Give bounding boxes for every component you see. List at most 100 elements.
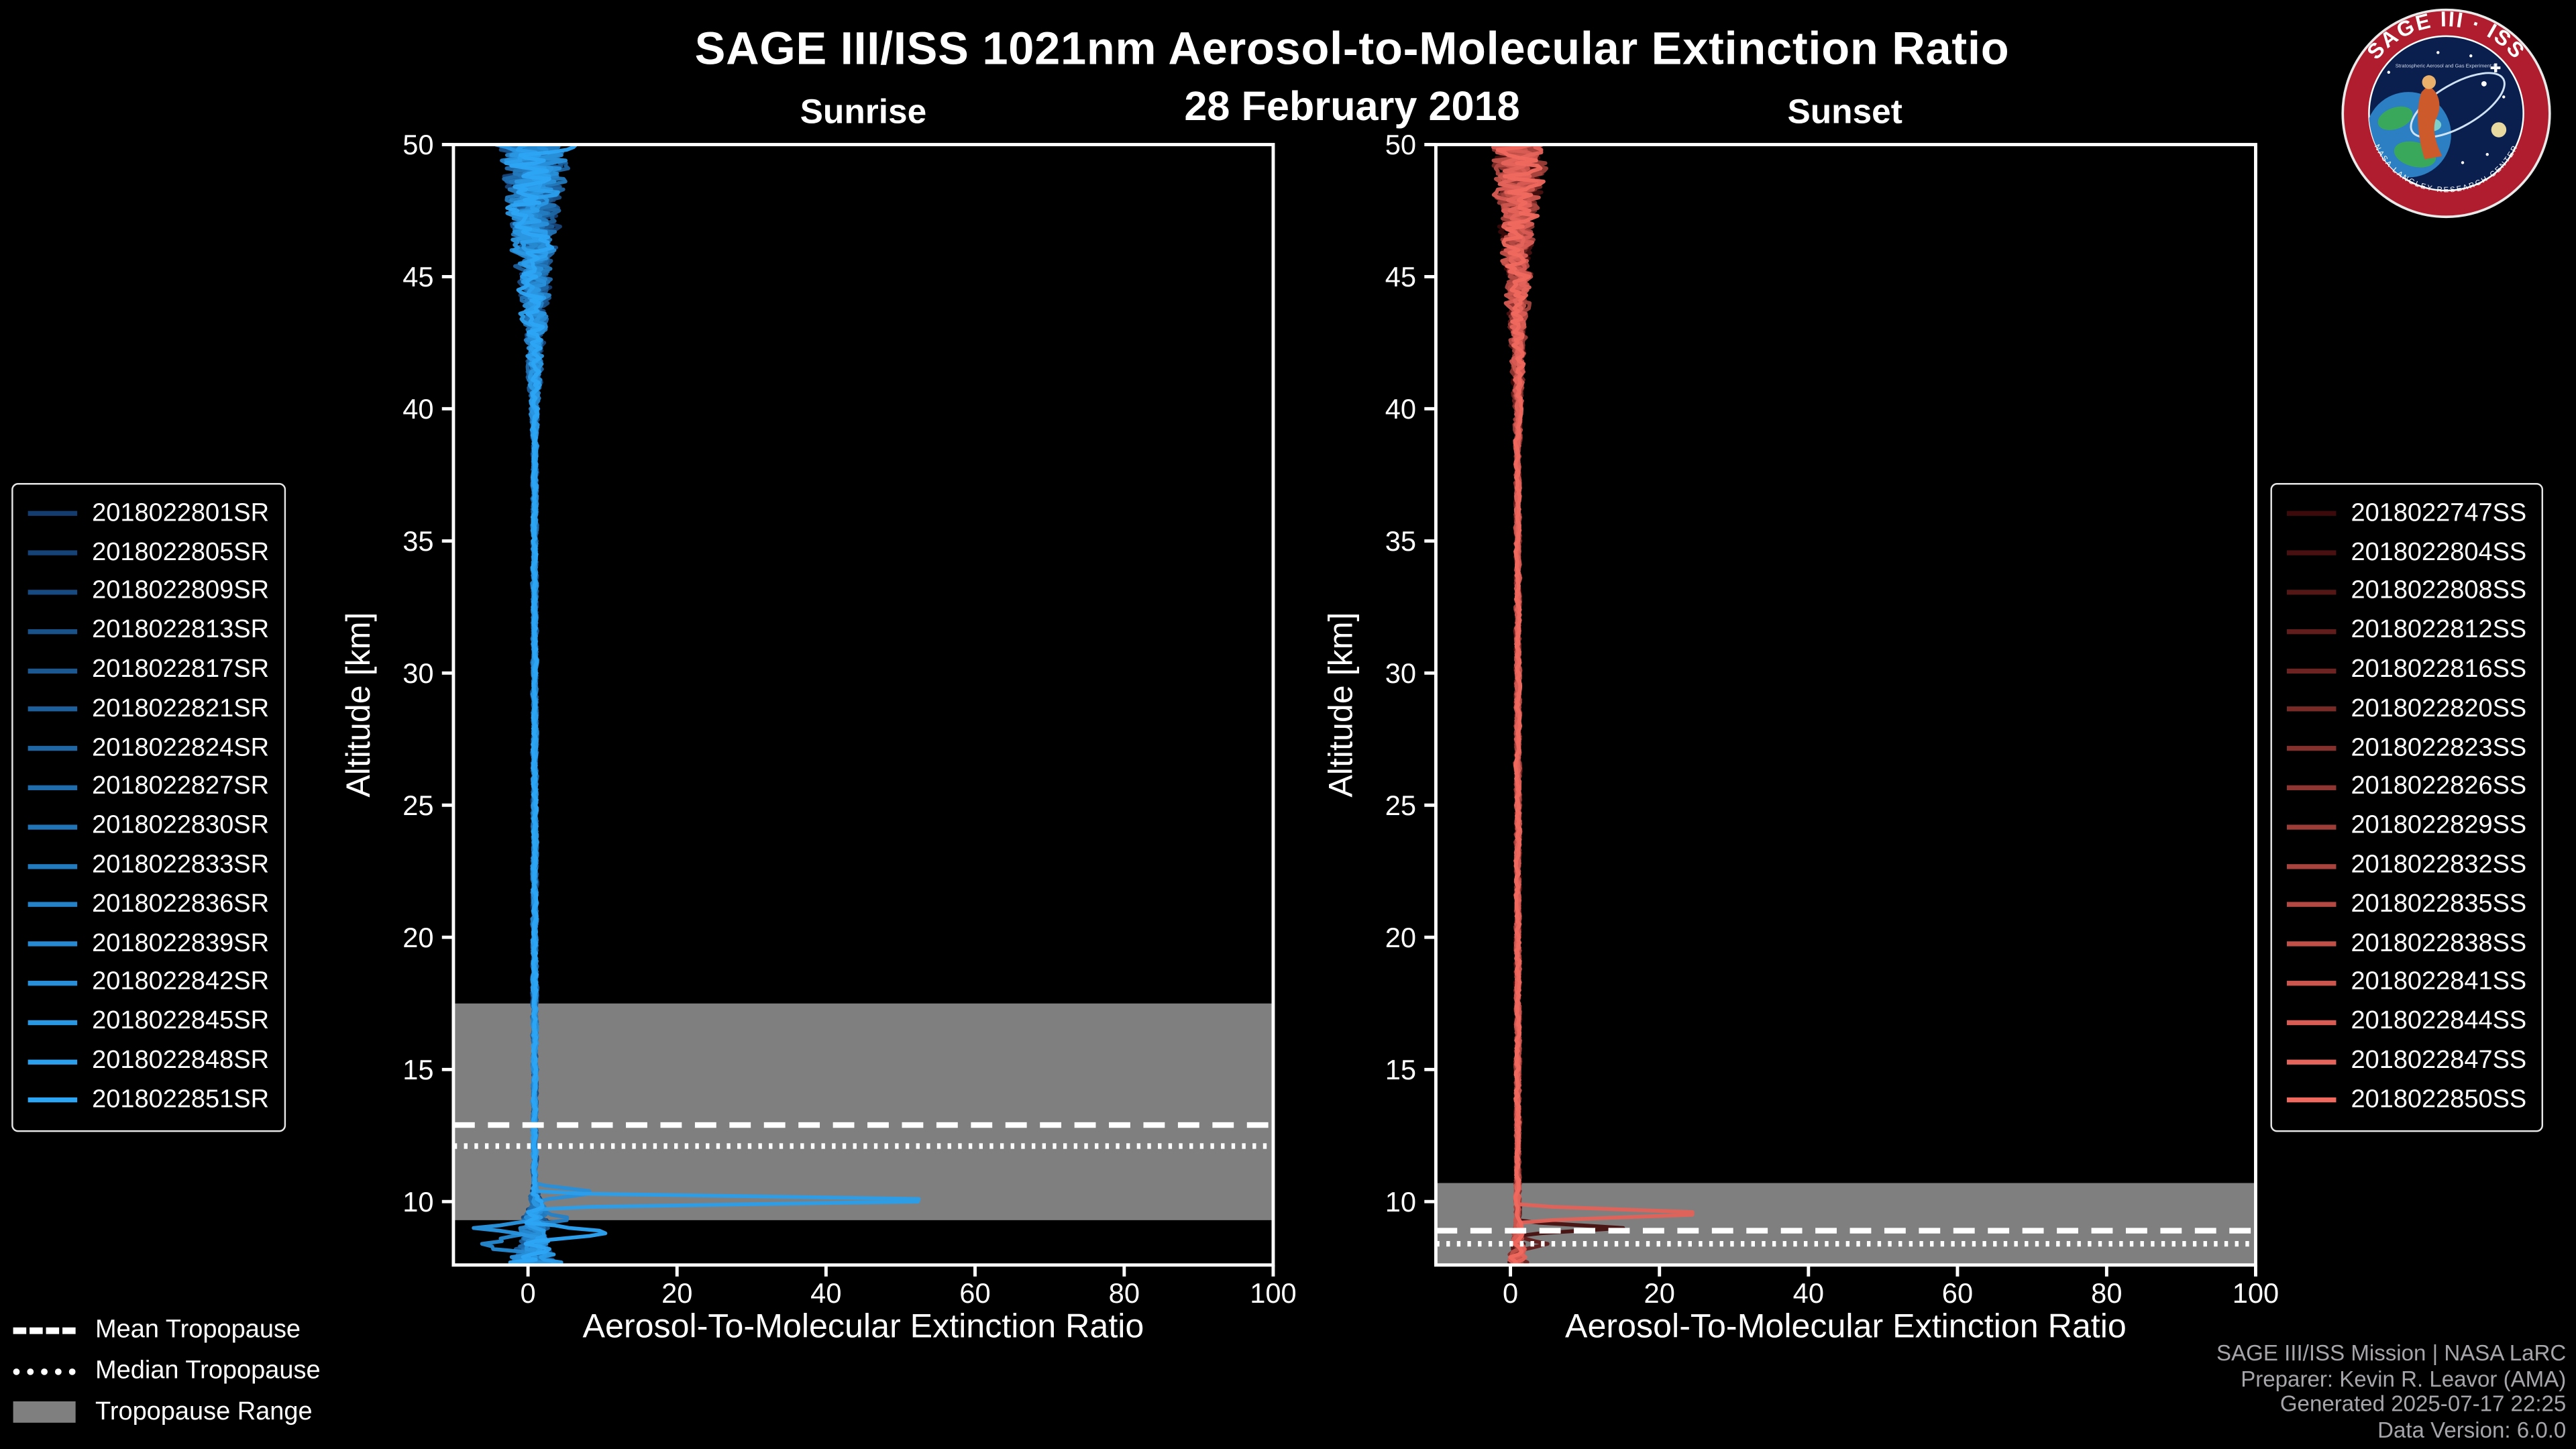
series-label: 2018022833SR <box>92 851 270 879</box>
legend-item: 2018022848SR <box>28 1042 269 1081</box>
series-label: 2018022809SR <box>92 577 270 606</box>
series-label: 2018022844SS <box>2351 1007 2527 1036</box>
logo-figure-head <box>2422 75 2436 89</box>
series-color-swatch <box>28 1020 78 1025</box>
gray-patch-swatch <box>13 1401 76 1423</box>
tropopause-range-label: Tropopause Range <box>95 1397 313 1426</box>
sunset-legend: 2018022747SS 2018022804SS 2018022808SS 2018… <box>2270 483 2543 1132</box>
x-tick-label: 80 <box>1109 1277 1140 1309</box>
x-tick-label: 100 <box>2233 1277 2279 1309</box>
y-tick-label: 15 <box>402 1054 433 1085</box>
series-label: 2018022830SR <box>92 812 270 841</box>
series-label: 2018022816SS <box>2351 655 2527 684</box>
series-color-swatch <box>28 1097 78 1104</box>
series-color-swatch <box>28 590 78 595</box>
series-label: 2018022829SS <box>2351 812 2527 841</box>
legend-item: 2018022847SS <box>2286 1042 2526 1081</box>
x-tick-label: 60 <box>959 1277 990 1309</box>
series-color-swatch <box>2286 824 2337 830</box>
legend-item: 2018022824SR <box>28 729 269 768</box>
series-color-swatch <box>28 629 78 634</box>
legend-item: 2018022845SR <box>28 1003 269 1042</box>
series-label: 2018022804SS <box>2351 538 2527 567</box>
legend-item: 2018022826SS <box>2286 768 2527 807</box>
y-tick-label: 20 <box>402 922 433 953</box>
series-label: 2018022838SS <box>2351 929 2527 957</box>
footer-line: Preparer: Kevin R. Leavor (AMA) <box>2241 1366 2567 1391</box>
logo-orbit-path <box>2410 72 2506 139</box>
series-label: 2018022842SR <box>92 968 270 997</box>
series-label: 2018022850SS <box>2351 1085 2527 1114</box>
series-label: 2018022841SS <box>2351 968 2527 997</box>
x-tick-label: 60 <box>1942 1277 1973 1309</box>
series-label: 2018022836SR <box>92 890 270 918</box>
y-axis-label: Altitude [km] <box>345 612 377 798</box>
legend-item: 2018022808SS <box>2286 573 2527 612</box>
y-tick-label: 45 <box>1385 261 1416 292</box>
y-tick-label: 35 <box>1385 525 1416 557</box>
date-subtitle: 28 February 2018 <box>1184 83 1520 130</box>
logo-figure <box>2418 85 2443 160</box>
legend-item: 2018022836SR <box>28 885 269 924</box>
legend-item: 2018022841SS <box>2286 963 2527 1002</box>
x-tick-label: 40 <box>1793 1277 1824 1309</box>
series-color-swatch <box>2286 590 2337 595</box>
y-tick-label: 40 <box>402 393 433 425</box>
logo-subtitle: Stratospheric Aerosol and Gas Experiment… <box>2396 62 2498 68</box>
tropopause-range-legend-item: Tropopause Range <box>13 1391 321 1432</box>
x-tick-label: 40 <box>810 1277 841 1309</box>
legend-item: 2018022805SR <box>28 533 269 572</box>
mean-tropopause-legend-item: Mean Tropopause <box>13 1309 321 1350</box>
legend-item: 2018022844SS <box>2286 1003 2527 1042</box>
series-color-swatch <box>28 511 78 517</box>
series-color-swatch <box>2286 1020 2337 1025</box>
y-tick-label: 15 <box>1385 1054 1416 1085</box>
series-label: 2018022805SR <box>92 538 270 567</box>
series-color-swatch <box>2286 667 2337 674</box>
series-label: 2018022817SR <box>92 655 270 684</box>
series-label: 2018022812SS <box>2351 616 2527 645</box>
series-label: 2018022827SR <box>92 773 270 801</box>
legend-item: 2018022842SR <box>28 963 269 1002</box>
x-tick-label: 0 <box>521 1277 536 1309</box>
series-color-swatch <box>2286 550 2337 556</box>
sunrise-panel-title: Sunrise <box>800 93 927 131</box>
median-tropopause-legend-item: Median Tropopause <box>13 1350 321 1391</box>
y-tick-label: 35 <box>402 525 433 557</box>
sunrise-chart: 0 20 40 60 80 100 10 15 20 25 30 35 40 45 50 Aerosol-To… <box>345 131 1296 1345</box>
y-tick-label: 10 <box>1385 1186 1416 1218</box>
series-color-swatch <box>28 1059 78 1064</box>
series-color-swatch <box>2286 785 2337 790</box>
series-label: 2018022813SR <box>92 616 270 645</box>
axes-frame <box>1434 143 2257 1267</box>
sunrise-legend: 2018022801SR 2018022805SR 2018022809SR 2018… <box>11 483 286 1132</box>
series-color-swatch <box>2286 1097 2337 1104</box>
y-axis-label: Altitude [km] <box>1328 612 1360 798</box>
series-color-swatch <box>2286 1059 2337 1064</box>
x-axis-label: Aerosol-To-Molecular Extinction Ratio <box>1565 1307 2127 1344</box>
legend-item: 2018022839SR <box>28 924 269 963</box>
legend-item: 2018022817SR <box>28 651 269 690</box>
series-color-swatch <box>2286 863 2337 869</box>
series-label: 2018022848SR <box>92 1046 270 1075</box>
y-tick-label: 25 <box>1385 790 1416 821</box>
footer-credits: SAGE III/ISS Mission | NASA LaRC Preparer… <box>2216 1340 2566 1442</box>
legend-item: 2018022812SS <box>2286 612 2527 651</box>
series-label: 2018022826SS <box>2351 773 2527 801</box>
series-label: 2018022824SR <box>92 733 270 762</box>
legend-item: 2018022838SS <box>2286 924 2527 963</box>
logo-landmass <box>2377 106 2413 130</box>
series-color-swatch <box>28 980 78 986</box>
series-label: 2018022821SR <box>92 694 270 723</box>
series-color-swatch <box>28 785 78 790</box>
legend-item: 2018022816SS <box>2286 651 2527 690</box>
mean-tropopause-label: Mean Tropopause <box>95 1315 301 1344</box>
legend-item: 2018022833SR <box>28 847 269 885</box>
y-tick-label: 25 <box>402 790 433 821</box>
dashed-line-swatch <box>13 1326 76 1334</box>
legend-item: 2018022821SR <box>28 690 269 729</box>
series-label: 2018022808SS <box>2351 577 2527 606</box>
series-color-swatch <box>28 941 78 947</box>
logo-art: Stratospheric Aerosol and Gas Experiment… <box>2369 51 2507 178</box>
logo-moon-icon <box>2491 122 2507 138</box>
